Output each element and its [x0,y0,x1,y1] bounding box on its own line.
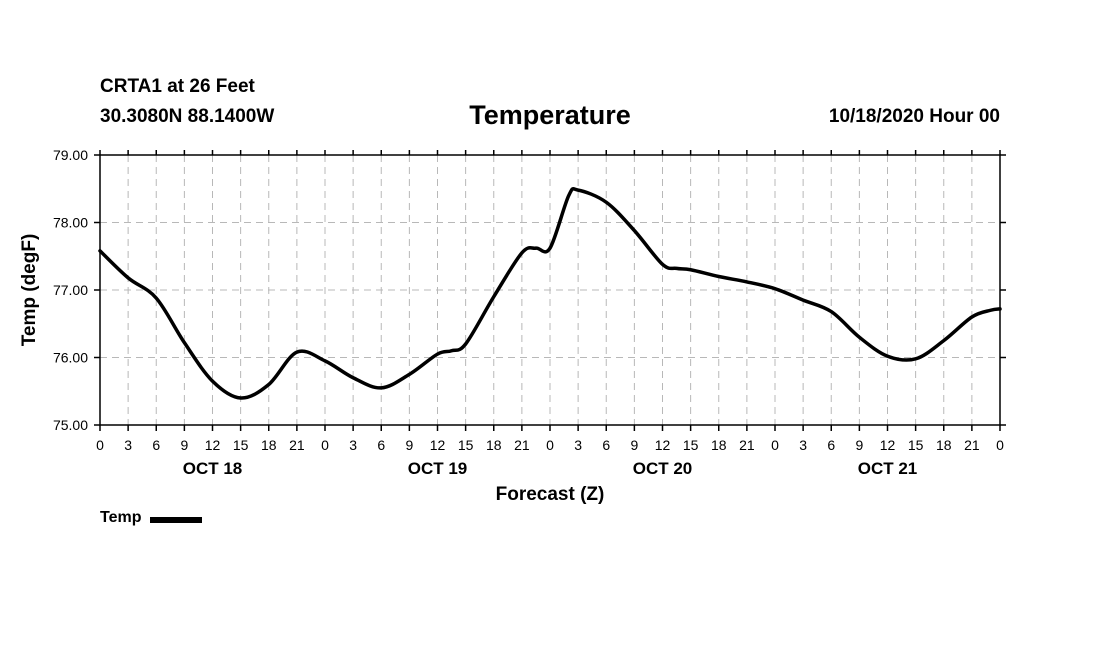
x-tick-label: 9 [405,437,413,453]
x-tick-label: 18 [711,437,727,453]
axis-ticks [94,150,1006,431]
chart-title: Temperature [469,100,631,130]
x-tick-label: 3 [349,437,357,453]
day-label: OCT 18 [183,459,243,478]
x-tick-label: 0 [771,437,779,453]
station-coordinates: 30.3080N 88.1400W [100,106,275,127]
legend-label-temp: Temp [100,509,142,526]
x-tick-label: 0 [96,437,104,453]
x-tick-label: 12 [205,437,221,453]
y-axis-tick-labels: 75.00 76.00 77.00 78.00 79.00 [53,147,88,433]
y-tick-label: 75.00 [53,417,88,433]
y-axis-title: Temp (degF) [19,234,40,347]
forecast-run-time: 10/18/2020 Hour 00 [828,106,1000,127]
x-tick-label: 15 [233,437,249,453]
x-tick-label: 6 [827,437,835,453]
x-tick-label: 0 [546,437,554,453]
series-line-temp [98,186,1002,400]
day-label: OCT 20 [633,459,693,478]
y-tick-label: 76.00 [53,350,88,366]
x-axis-tick-labels: 0 3 6 9 12 15 18 21 0 3 6 9 12 15 18 21 0 3 6 9 12 15 18 21 0 3 6 9… [96,437,1004,453]
x-tick-label: 6 [152,437,160,453]
y-tick-label: 77.00 [53,282,88,298]
x-tick-label: 21 [739,437,755,453]
x-tick-label: 12 [430,437,446,453]
x-tick-label: 12 [655,437,671,453]
x-tick-label: 15 [683,437,699,453]
legend: Temp [100,509,203,527]
day-label: OCT 19 [408,459,468,478]
x-tick-label: 15 [908,437,924,453]
x-tick-label: 18 [261,437,277,453]
x-tick-label: 9 [855,437,863,453]
station-name: CRTA1 at 26 Feet [100,76,255,97]
x-tick-label: 21 [289,437,305,453]
legend-swatch-temp [150,516,203,523]
x-tick-label: 0 [321,437,329,453]
x-tick-label: 12 [880,437,896,453]
y-tick-label: 78.00 [53,215,88,231]
x-tick-label: 0 [996,437,1004,453]
x-tick-label: 18 [486,437,502,453]
x-tick-label: 18 [936,437,952,453]
x-axis-title: Forecast (Z) [496,484,605,505]
chart-grid [100,155,1000,425]
x-tick-label: 9 [630,437,638,453]
x-tick-label: 9 [180,437,188,453]
x-tick-label: 3 [574,437,582,453]
x-tick-label: 3 [124,437,132,453]
y-tick-label: 79.00 [53,147,88,163]
x-tick-label: 21 [964,437,980,453]
day-label: OCT 21 [858,459,918,478]
x-tick-label: 6 [602,437,610,453]
x-tick-label: 3 [799,437,807,453]
x-tick-label: 6 [377,437,385,453]
x-tick-label: 21 [514,437,530,453]
x-tick-label: 15 [458,437,474,453]
day-labels: OCT 18 OCT 19 OCT 20 OCT 21 [183,459,918,478]
